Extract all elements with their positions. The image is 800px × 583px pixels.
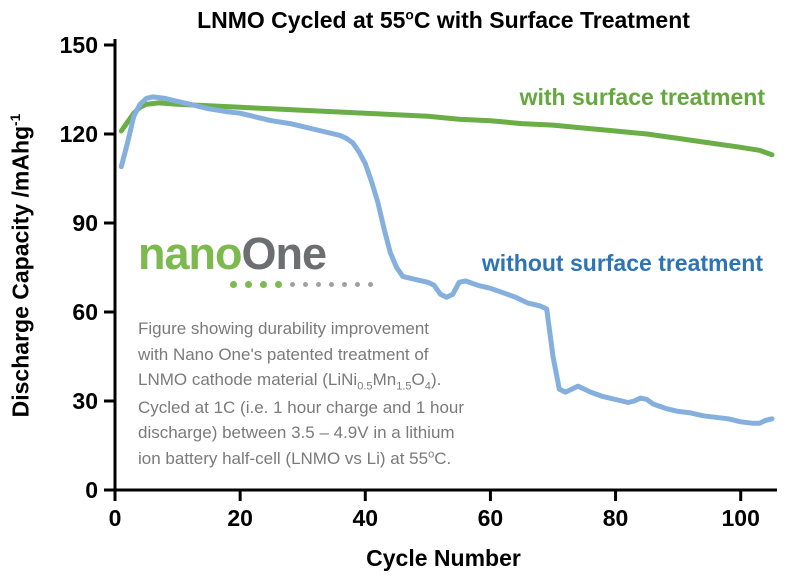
logo-dot-green — [245, 280, 252, 288]
y-tick-label: 0 — [85, 477, 98, 503]
y-tick-label: 150 — [60, 32, 98, 58]
logo-dot-gray — [342, 281, 347, 287]
annotation-without-treatment: without surface treatment — [481, 250, 763, 276]
logo-dot-gray — [290, 281, 295, 287]
logo-dot-green — [230, 280, 237, 288]
logo-wordmark: nanoOne — [138, 228, 373, 280]
logo-one-text: One — [241, 228, 328, 279]
x-tick-label: 80 — [603, 505, 629, 531]
nano-one-logo: nanoOne — [138, 228, 373, 288]
logo-dot-green — [275, 280, 282, 288]
y-tick-label: 120 — [60, 121, 98, 147]
x-tick-label: 60 — [478, 505, 504, 531]
y-tick-label: 90 — [72, 210, 98, 236]
logo-dot-green — [260, 280, 267, 288]
x-tick-label: 40 — [352, 505, 378, 531]
y-tick-label: 60 — [72, 299, 98, 325]
figure-caption: Figure showing durability improvement wit… — [138, 319, 465, 468]
logo-nano-text: nano — [138, 228, 242, 279]
y-tick-label: 30 — [72, 388, 98, 414]
x-tick-label: 0 — [109, 505, 122, 531]
logo-dot-gray — [368, 281, 373, 287]
logo-dot-gray — [355, 281, 360, 287]
x-tick-label: 100 — [722, 505, 760, 531]
x-axis-title: Cycle Number — [366, 545, 521, 571]
logo-dot-gray — [329, 281, 334, 287]
logo-dots — [138, 280, 373, 288]
chart-title: LNMO Cycled at 55oC with Surface Treatme… — [197, 7, 690, 33]
x-tick-label: 20 — [227, 505, 253, 531]
annotation-with-treatment: with surface treatment — [519, 84, 765, 110]
logo-dot-gray — [316, 281, 321, 287]
series-line-1 — [118, 94, 775, 426]
series-line-0 — [118, 100, 775, 158]
logo-dot-gray — [303, 281, 308, 287]
